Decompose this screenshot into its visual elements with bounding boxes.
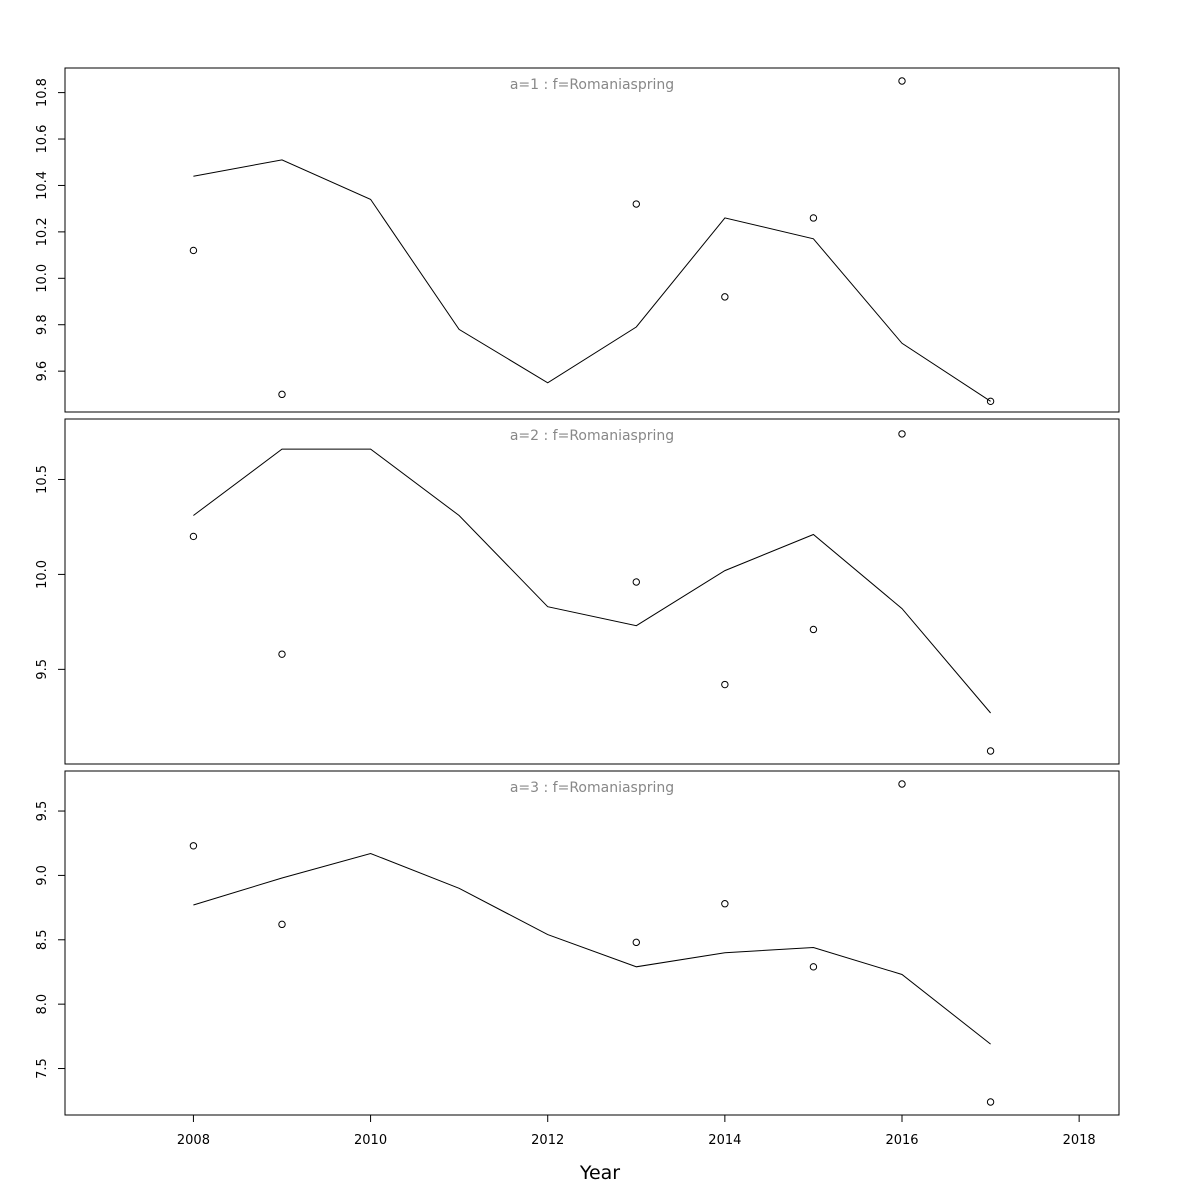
observed-point <box>189 842 198 850</box>
x-tick-label: 2014 <box>708 1133 741 1148</box>
observed-point <box>632 938 640 947</box>
observed-point <box>809 214 818 222</box>
y-tick-label: 10.2 <box>35 217 50 246</box>
observed-point <box>632 200 640 208</box>
observed-point <box>986 747 995 755</box>
observed-point <box>986 1098 995 1106</box>
observed-point <box>278 650 286 658</box>
observed-point <box>809 625 818 634</box>
y-tick-label: 10.5 <box>35 465 50 494</box>
panel-3: a=3 : f=Romaniaspring 7.5 8.0 8.5 9.0 9.5 <box>35 770 1120 1116</box>
fitted-line <box>193 159 991 402</box>
observed-point <box>721 680 729 689</box>
observed-point <box>721 293 729 301</box>
fitted-line <box>193 852 991 1045</box>
y-tick-label: 9.5 <box>35 659 50 680</box>
observed-point <box>278 390 286 399</box>
y-tick-label: 7.5 <box>35 1058 50 1079</box>
observed-point <box>189 532 198 541</box>
y-tick-label: 10.6 <box>35 125 50 154</box>
observed-point <box>986 397 995 406</box>
x-tick-label: 2018 <box>1063 1133 1096 1148</box>
y-tick-label: 10.4 <box>35 171 50 200</box>
fitted-line <box>193 448 991 714</box>
panel-title: a=1 : f=Romaniaspring <box>510 77 674 93</box>
x-tick-label: 2008 <box>177 1133 210 1148</box>
observed-point <box>898 77 906 85</box>
panel-2: a=2 : f=Romaniaspring 9.5 10.0 10.5 <box>35 418 1120 765</box>
y-tick-label: 10.0 <box>35 560 50 589</box>
x-tick-label: 2010 <box>354 1133 387 1148</box>
panel-title: a=2 : f=Romaniaspring <box>510 428 674 444</box>
x-tick-label: 2012 <box>531 1133 564 1148</box>
observed-point <box>898 780 906 788</box>
y-tick-label: 9.5 <box>35 801 50 822</box>
panel-frame <box>64 770 1120 1116</box>
x-tick-label: 2016 <box>885 1133 918 1148</box>
panels: a=1 : f=Romaniaspring 9.6 9.8 10.0 10.2 10.4 1… <box>35 67 1120 1116</box>
observed-point <box>632 578 640 586</box>
y-tick-label: 9.8 <box>35 314 50 335</box>
observed-point <box>721 900 729 908</box>
panel-1: a=1 : f=Romaniaspring 9.6 9.8 10.0 10.2 10.4 1… <box>35 67 1120 413</box>
y-tick-label: 10.0 <box>35 264 50 293</box>
x-axis: 2008 2010 2012 2014 2016 2018 <box>177 1114 1096 1148</box>
y-tick-label: 8.5 <box>35 929 50 950</box>
panel-frame <box>64 418 1120 765</box>
observed-point <box>898 430 906 438</box>
panel-frame <box>64 67 1120 413</box>
y-tick-label: 8.0 <box>35 994 50 1015</box>
observed-point <box>189 246 198 255</box>
observed-point <box>809 963 818 971</box>
observed-point <box>278 920 286 929</box>
panel-title: a=3 : f=Romaniaspring <box>510 780 674 796</box>
y-tick-label: 9.0 <box>35 865 50 886</box>
y-tick-label: 10.8 <box>35 78 50 107</box>
x-axis-label: Year <box>579 1162 620 1184</box>
y-tick-label: 9.6 <box>35 361 50 382</box>
